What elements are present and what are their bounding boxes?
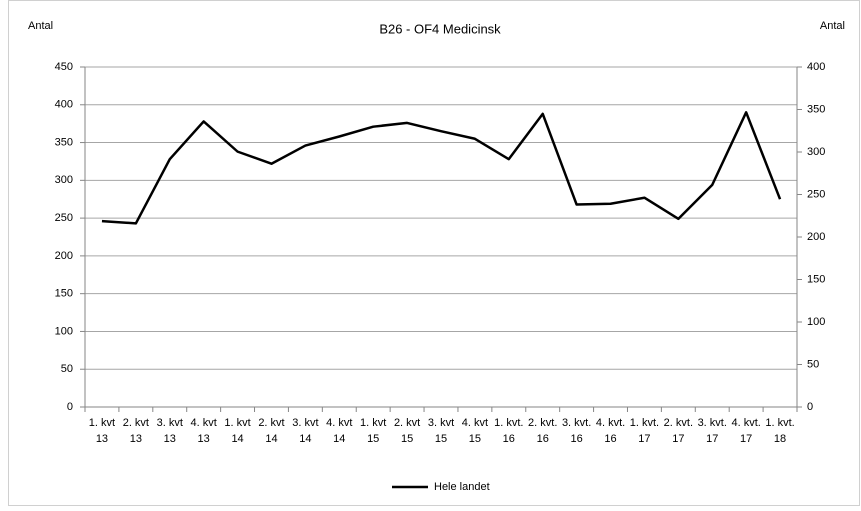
x-tick-label: 4. kvt bbox=[191, 417, 217, 429]
x-tick-label: 3. kvt bbox=[428, 417, 454, 429]
x-tick-label: 1. kvt bbox=[360, 417, 386, 429]
x-tick-label: 15 bbox=[469, 433, 481, 445]
x-tick-label: 14 bbox=[231, 433, 243, 445]
y2-tick-label: 400 bbox=[807, 61, 825, 73]
y-tick-label: 250 bbox=[55, 212, 73, 224]
y-tick-label: 400 bbox=[55, 99, 73, 111]
x-tick-label: 3. kvt. bbox=[698, 417, 727, 429]
x-tick-label: 15 bbox=[401, 433, 413, 445]
y-tick-label: 300 bbox=[55, 174, 73, 186]
x-tick-label: 16 bbox=[503, 433, 515, 445]
x-tick-label: 17 bbox=[706, 433, 718, 445]
x-tick-label: 13 bbox=[96, 433, 108, 445]
x-tick-label: 4. kvt bbox=[326, 417, 352, 429]
x-tick-label: 1. kvt. bbox=[494, 417, 523, 429]
x-tick-label: 16 bbox=[537, 433, 549, 445]
x-tick-label: 14 bbox=[265, 433, 277, 445]
x-tick-label: 1. kvt bbox=[224, 417, 250, 429]
x-tick-label: 3. kvt bbox=[292, 417, 318, 429]
y-axis-label: Antal bbox=[28, 20, 53, 32]
x-tick-label: 18 bbox=[774, 433, 786, 445]
x-tick-label: 13 bbox=[130, 433, 142, 445]
y-tick-label: 50 bbox=[61, 363, 73, 375]
y-tick-label: 450 bbox=[55, 61, 73, 73]
x-tick-label: 1. kvt. bbox=[630, 417, 659, 429]
x-tick-label: 17 bbox=[672, 433, 684, 445]
x-tick-label: 4. kvt bbox=[462, 417, 488, 429]
legend-label: Hele landet bbox=[434, 481, 490, 493]
chart-border bbox=[8, 0, 860, 506]
y2-tick-label: 50 bbox=[807, 358, 819, 370]
y2-tick-label: 350 bbox=[807, 103, 825, 115]
x-tick-label: 17 bbox=[740, 433, 752, 445]
x-tick-label: 1. kvt. bbox=[765, 417, 794, 429]
y2-tick-label: 100 bbox=[807, 316, 825, 328]
y-tick-label: 0 bbox=[67, 401, 73, 413]
x-tick-label: 4. kvt. bbox=[731, 417, 760, 429]
x-tick-label: 16 bbox=[570, 433, 582, 445]
y-tick-label: 350 bbox=[55, 136, 73, 148]
x-tick-label: 4. kvt. bbox=[596, 417, 625, 429]
y2-axis-label: Antal bbox=[820, 20, 845, 32]
x-tick-label: 14 bbox=[333, 433, 345, 445]
y2-tick-label: 300 bbox=[807, 146, 825, 158]
x-tick-label: 15 bbox=[435, 433, 447, 445]
x-tick-label: 3. kvt bbox=[157, 417, 183, 429]
chart-title: B26 - OF4 Medicinsk bbox=[379, 21, 501, 36]
y2-tick-label: 200 bbox=[807, 231, 825, 243]
x-tick-label: 14 bbox=[299, 433, 311, 445]
y2-tick-label: 150 bbox=[807, 273, 825, 285]
x-tick-label: 1. kvt bbox=[89, 417, 115, 429]
x-tick-label: 2. kvt bbox=[258, 417, 284, 429]
x-tick-label: 2. kvt bbox=[394, 417, 420, 429]
x-tick-label: 13 bbox=[198, 433, 210, 445]
x-tick-label: 3. kvt. bbox=[562, 417, 591, 429]
x-tick-label: 17 bbox=[638, 433, 650, 445]
x-tick-label: 2. kvt. bbox=[528, 417, 557, 429]
x-tick-label: 13 bbox=[164, 433, 176, 445]
y2-tick-label: 0 bbox=[807, 401, 813, 413]
line-series bbox=[101, 111, 782, 225]
x-tick-label: 15 bbox=[367, 433, 379, 445]
y-tick-label: 200 bbox=[55, 250, 73, 262]
x-tick-label: 2. kvt bbox=[123, 417, 149, 429]
x-tick-label: 2. kvt. bbox=[664, 417, 693, 429]
y2-tick-label: 250 bbox=[807, 188, 825, 200]
y-tick-label: 150 bbox=[55, 288, 73, 300]
y-tick-label: 100 bbox=[55, 325, 73, 337]
x-tick-label: 16 bbox=[604, 433, 616, 445]
